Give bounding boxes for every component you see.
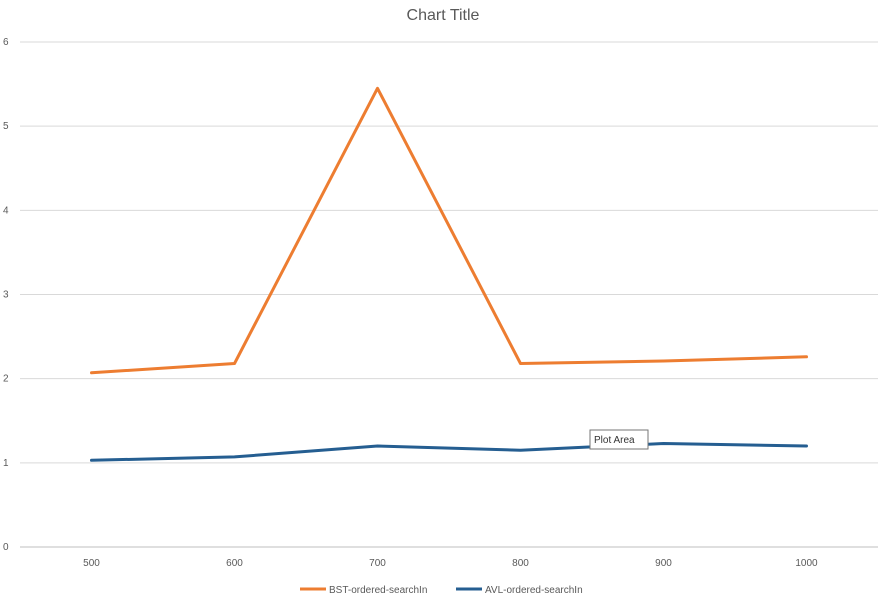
legend-label: AVL-ordered-searchIn (485, 585, 583, 596)
x-tick-label: 800 (512, 558, 529, 569)
y-tick-label: 0 (3, 542, 9, 553)
legend-item-0[interactable]: BST-ordered-searchIn (300, 585, 427, 596)
x-tick-label: 600 (226, 558, 243, 569)
legend[interactable]: BST-ordered-searchIn AVL-ordered-searchIn (300, 585, 583, 596)
y-tick-label: 1 (3, 458, 9, 469)
y-tick-label: 4 (3, 205, 9, 216)
y-tick-label: 6 (3, 37, 9, 48)
tooltip-box (589, 429, 649, 450)
legend-label: BST-ordered-searchIn (329, 585, 427, 596)
x-tick-label: 700 (369, 558, 386, 569)
tooltip-text: Plot Area (594, 435, 635, 446)
plot-area-tooltip: Plot Area (589, 429, 649, 450)
series-line-0[interactable] (90, 86, 808, 375)
y-tick-label: 2 (3, 374, 9, 385)
gridlines (20, 41, 878, 464)
legend-item-1[interactable]: AVL-ordered-searchIn (456, 585, 583, 596)
y-tick-label: 3 (3, 290, 9, 301)
chart-title[interactable]: Chart Title (407, 7, 480, 24)
x-tick-label: 500 (83, 558, 100, 569)
x-axis-tick-labels: 500 600 700 800 900 1000 (83, 558, 818, 569)
y-axis-tick-labels: 0 1 2 3 4 5 6 (3, 37, 9, 553)
series-line-1[interactable] (90, 442, 808, 462)
x-tick-label: 900 (655, 558, 672, 569)
x-tick-label: 1000 (795, 558, 818, 569)
y-tick-label: 5 (3, 121, 9, 132)
series-layer[interactable] (90, 86, 808, 462)
